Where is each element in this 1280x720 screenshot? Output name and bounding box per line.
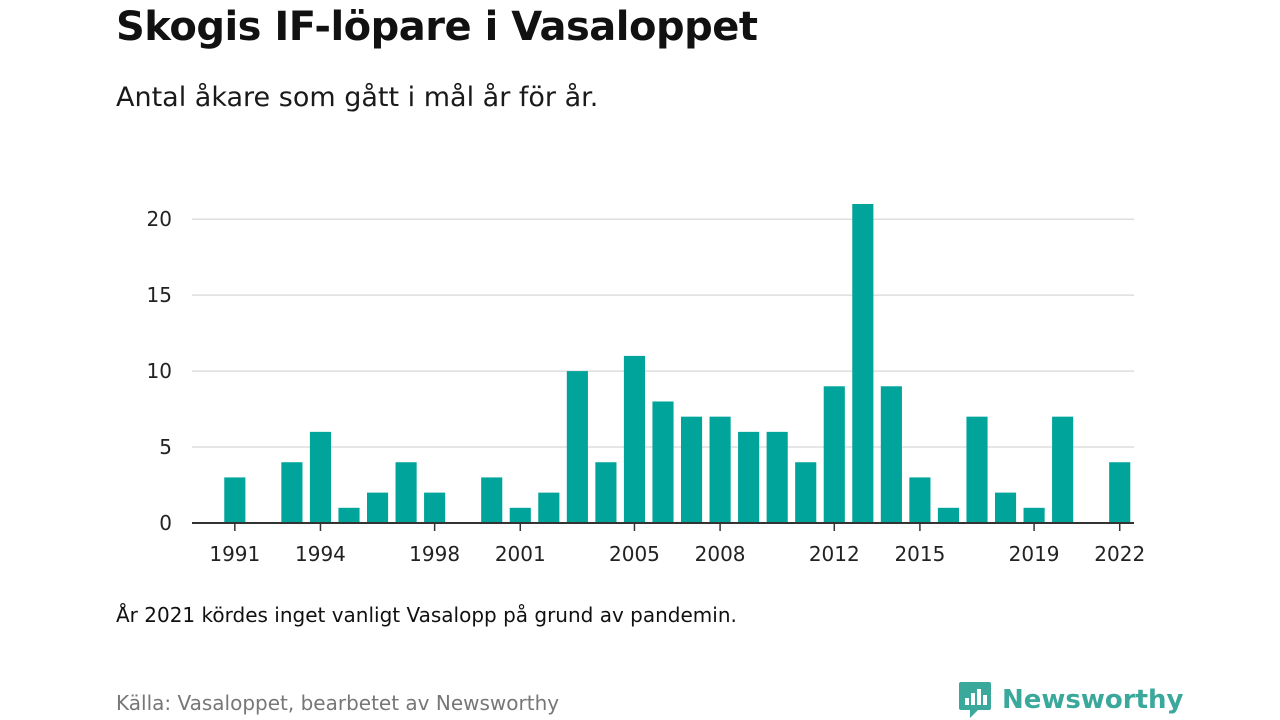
brand-logo: Newsworthy [958,680,1183,720]
bar [281,462,303,523]
y-tick-label: 10 [147,359,172,383]
bar [366,492,389,523]
y-tick-label: 15 [147,283,172,307]
x-tick-label: 2012 [809,542,860,566]
brand-name: Newsworthy [1002,685,1184,715]
bar [424,492,446,523]
bar [566,371,588,523]
bar [395,462,417,523]
chart-subtitle: Antal åkare som gått i mål år för år. [116,82,599,113]
bar [766,431,788,523]
bar [795,462,817,523]
chart-title: Skogis IF-löpare i Vasaloppet [116,4,758,50]
x-tick-label: 2008 [695,542,746,566]
bar [1052,416,1074,523]
bar [880,386,902,523]
bar [994,492,1017,523]
bar [595,462,617,523]
bar [680,416,703,523]
source-credit: Källa: Vasaloppet, bearbetet av Newswort… [116,691,560,715]
bar [623,355,646,523]
newsworthy-logo-icon [959,682,991,718]
x-axis [192,522,1134,531]
y-tick-label: 20 [147,207,172,231]
y-tick-label: 0 [159,511,172,535]
x-tick-label: 1998 [409,542,460,566]
x-tick-label: 2015 [894,542,945,566]
bar [309,431,332,523]
bar [852,204,874,523]
bar [823,386,845,523]
bar-chart: 0 5 10 15 20 1991 1994 1998 2001 2005 2008 2012 201… [147,204,1145,566]
footnote: År 2021 kördes inget vanligt Vasalopp på… [116,603,737,627]
bar [481,477,503,523]
y-tick-label: 5 [159,435,172,459]
bar [937,507,960,523]
bar [224,477,246,523]
x-tick-label: 2001 [495,542,546,566]
bar [709,416,731,523]
bar [338,507,360,523]
x-tick-label: 2019 [1009,542,1060,566]
bar [738,431,760,523]
bar [966,416,988,523]
bar [538,492,560,523]
bars [224,204,1131,523]
bar [1023,507,1045,523]
bar [652,401,674,523]
y-tick-labels: 0 5 10 15 20 [147,207,172,535]
x-tick-label: 1991 [209,542,260,566]
x-tick-label: 2005 [609,542,660,566]
x-tick-labels: 1991 1994 1998 2001 2005 2008 2012 2015 2019 2022 [209,542,1145,566]
bar [909,477,931,523]
x-tick-label: 1994 [295,542,346,566]
bar [509,507,531,523]
bar [1109,462,1131,523]
x-tick-label: 2022 [1094,542,1145,566]
